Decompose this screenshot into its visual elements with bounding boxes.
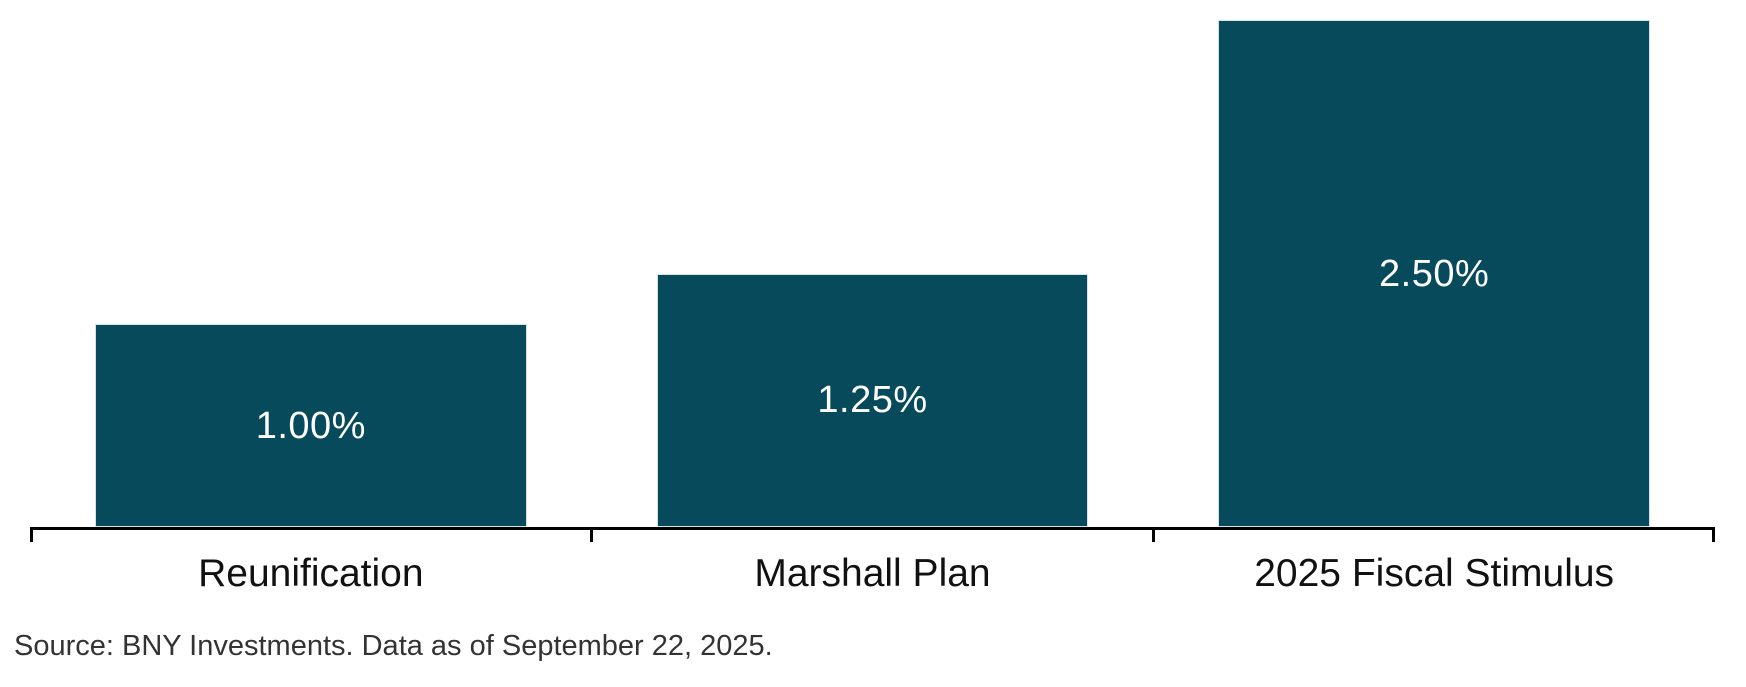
source-note: Source: BNY Investments. Data as of Sept…	[14, 630, 773, 662]
x-axis-tick	[30, 527, 33, 542]
category-label-reunification: Reunification	[198, 552, 424, 595]
bar-value-label: 1.25%	[817, 379, 928, 422]
bar-value-label: 2.50%	[1379, 252, 1490, 295]
x-axis-tick	[1712, 527, 1715, 542]
x-axis-tick	[1151, 527, 1155, 542]
x-axis-tick	[590, 527, 594, 542]
bar-value-label: 1.00%	[255, 404, 366, 447]
bar-2025-fiscal-stimulus: 2.50%	[1218, 20, 1650, 527]
bar-marshall-plan: 1.25%	[656, 273, 1089, 527]
category-label-marshall-plan: Marshall Plan	[754, 552, 991, 595]
category-label-2025-fiscal-stimulus: 2025 Fiscal Stimulus	[1254, 552, 1615, 595]
x-axis-line	[30, 527, 1715, 530]
bar-reunification: 1.00%	[95, 324, 527, 527]
